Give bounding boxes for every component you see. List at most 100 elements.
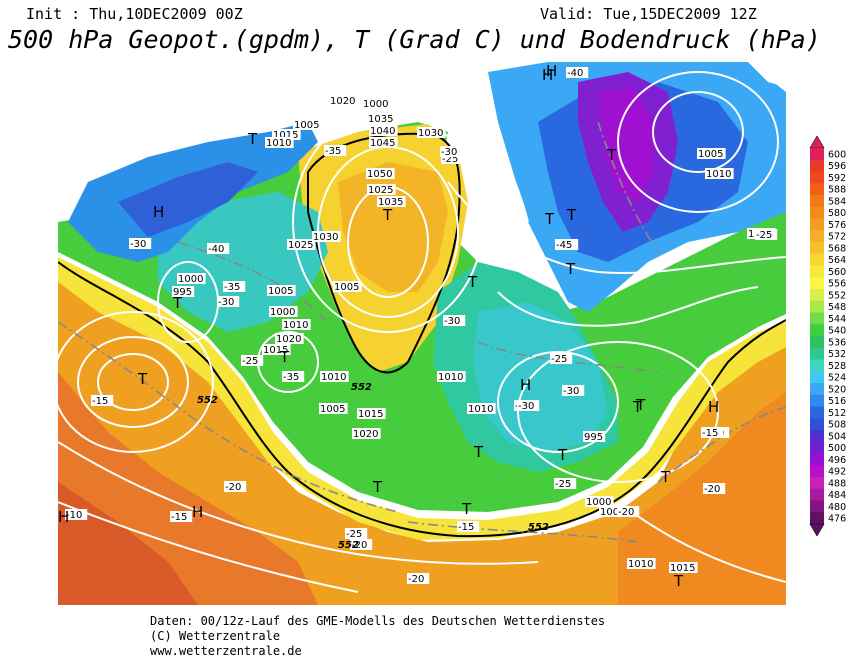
isobar-label: 1000 xyxy=(363,99,388,110)
isobar-label: 1035 xyxy=(368,114,393,125)
isobar-label: 1040 xyxy=(370,126,395,137)
isotherm-label-box xyxy=(407,573,430,584)
footer-website: www.wetterzentrale.de xyxy=(150,644,302,658)
isobar-label: 1005 xyxy=(600,507,625,518)
colorbar-level-label: 600 xyxy=(828,149,846,160)
isobar-label: 1010 xyxy=(706,169,731,180)
isobar-label: 1020 xyxy=(276,334,301,345)
isotherm-label: -30 xyxy=(441,147,457,158)
colorbar-swatch xyxy=(810,500,824,513)
isobar-label-box xyxy=(329,95,358,106)
colorbar-level-label: 488 xyxy=(828,478,846,489)
low-pressure-marker: T xyxy=(632,398,643,416)
colorbar-level-label: 536 xyxy=(828,337,846,348)
isobar-label-box xyxy=(312,231,341,242)
low-pressure-marker: T xyxy=(673,572,684,590)
isobar-label: 1010 xyxy=(628,559,653,570)
isobar-label: 1010 xyxy=(438,372,463,383)
isobar-label: 1030 xyxy=(313,232,338,243)
isotherm-label-box xyxy=(217,296,240,307)
isotherm-label: -30 xyxy=(518,401,534,412)
colorbar-swatch xyxy=(810,277,824,290)
isotherm-label: -20 xyxy=(225,482,241,493)
isobar-label-box xyxy=(627,558,656,569)
colorbar-swatch xyxy=(810,242,824,255)
colorbar-swatch xyxy=(810,394,824,407)
isobar-label: 1000 xyxy=(178,274,203,285)
contour-552-ridge xyxy=(307,132,461,374)
colorbar-level-label: 492 xyxy=(828,467,846,478)
isobar-label: 1025 xyxy=(288,240,313,251)
isotherm-label: -25 xyxy=(756,230,772,241)
isotherm-label: -25 xyxy=(442,154,458,165)
colorbar-level-label: 576 xyxy=(828,220,846,231)
colorbar-level-label: 552 xyxy=(828,290,846,301)
isotherm-label: -35 xyxy=(283,372,299,383)
colorbar-level-label: 508 xyxy=(828,420,846,431)
isotherm-label: -25 xyxy=(555,479,571,490)
low-pressure-marker: T xyxy=(565,260,576,278)
colorbar-level-label: 532 xyxy=(828,349,846,360)
valid-time: Valid: Tue,15DEC2009 12Z xyxy=(540,5,757,23)
colorbar-level-label: 524 xyxy=(828,373,846,384)
isobar-label: 1000 xyxy=(270,307,295,318)
colorbar-swatch xyxy=(810,206,824,219)
geopotential-label: 552 xyxy=(351,382,372,393)
isobar-label-box xyxy=(585,496,614,507)
height-labels: 552 552 552 552 xyxy=(197,382,549,551)
colorbar-swatch xyxy=(810,336,824,349)
low-pressure-marker: T xyxy=(635,396,646,414)
isobar-label: 1025 xyxy=(368,185,393,196)
isotherm-label: -20 xyxy=(408,574,424,585)
colorbar-level-label: 520 xyxy=(828,384,846,395)
isobar-label-box xyxy=(697,148,726,159)
isobar-label: 1005 xyxy=(698,149,723,160)
isotherm-label: -10 xyxy=(66,510,82,521)
isotherm-label-box xyxy=(207,243,230,254)
high-pressure-marker: H xyxy=(708,398,719,416)
isobar-label: 1015 xyxy=(670,563,695,574)
isotherm-label: -40 xyxy=(567,68,583,79)
isobar-label: 1010 xyxy=(283,320,308,331)
high-pressure-marker: H xyxy=(546,62,557,80)
geopotential-label: 552 xyxy=(528,522,549,533)
colorbar-swatch xyxy=(810,159,824,172)
colorbar-level-label: 540 xyxy=(828,326,846,337)
isotherm-label-box xyxy=(350,539,373,550)
isobar-label-box xyxy=(333,281,362,292)
colorbar-level-label: 596 xyxy=(828,161,846,172)
low-pressure-marker: T xyxy=(473,443,484,461)
isotherm-label-box xyxy=(701,427,724,438)
colorbar-level-label: 516 xyxy=(828,396,846,407)
isobar-label-box xyxy=(267,285,296,296)
isotherm-label: -45 xyxy=(556,240,572,251)
isobar-label: 1050 xyxy=(367,169,392,180)
isotherm-label: -15 xyxy=(458,522,474,533)
isobar-label: 1000 xyxy=(586,497,611,508)
colorbar-swatch xyxy=(810,383,824,396)
low-pressure-marker: T xyxy=(467,273,478,291)
contour-552 xyxy=(58,261,786,538)
colorbar-swatch xyxy=(810,418,824,431)
isotherm-label-box xyxy=(550,353,573,364)
low-pressure-marker: T xyxy=(461,500,472,518)
isotherm-label: -30 xyxy=(444,316,460,327)
colorbar-swatch xyxy=(810,453,824,466)
colorbar-swatch xyxy=(810,218,824,231)
isotherm-label-box xyxy=(324,145,347,156)
geopotential-label: 552 xyxy=(197,395,218,406)
isotherm-label-box xyxy=(224,481,247,492)
isotherm-label-box xyxy=(443,315,466,326)
isotherm-label-box xyxy=(282,371,305,382)
colorbar-swatch xyxy=(810,347,824,360)
colorbar-swatch xyxy=(810,230,824,243)
colorbar-level-label: 572 xyxy=(828,232,846,243)
colorbar-swatch xyxy=(810,465,824,478)
colorbar-swatch xyxy=(810,265,824,278)
colorbar-level-label: 496 xyxy=(828,455,846,466)
isobar-label-box xyxy=(293,119,322,130)
colorbar-swatch xyxy=(810,512,824,525)
weather-map: 1020 100010051035104010451030101510101050… xyxy=(58,62,786,605)
isotherm-label-box xyxy=(554,478,577,489)
isobar-label-box xyxy=(352,428,381,439)
